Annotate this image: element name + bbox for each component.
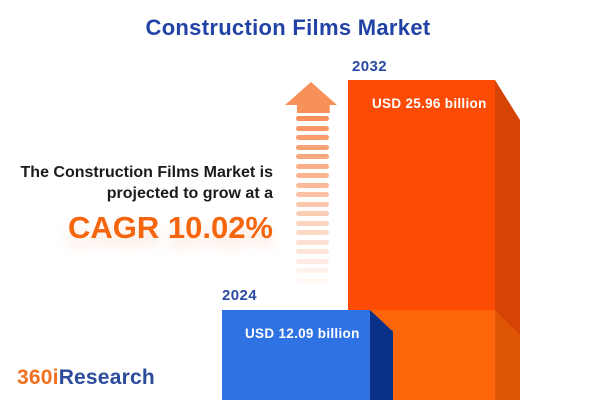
logo-part-360i: 360i (17, 366, 59, 389)
annotation-line-1: The Construction Films Market is (20, 164, 273, 181)
arrow-dash (296, 154, 329, 159)
arrow-dash (296, 192, 329, 197)
arrow-dash (296, 230, 329, 235)
bar-2024: USD 12.09 billion (222, 310, 393, 400)
logo-part-research: Research (58, 366, 155, 389)
growth-annotation: The Construction Films Market is project… (21, 162, 273, 246)
arrow-head (285, 82, 337, 113)
arrow-dash (296, 135, 329, 140)
cagr-value: CAGR 10.02% (67, 210, 273, 245)
arrow-dash (296, 277, 329, 283)
arrow-dash (296, 220, 329, 226)
bar-2024-side-bevel (370, 310, 393, 400)
arrow-dash (296, 144, 329, 150)
page-title: Construction Films Market (145, 15, 431, 40)
value-label-2024: USD 12.09 billion (245, 326, 360, 341)
arrow-dash (296, 163, 329, 169)
arrow-dash (296, 201, 329, 207)
arrow-dash (296, 182, 329, 188)
arrow-dash (296, 258, 329, 264)
logo-360iresearch: 360iResearch (17, 366, 155, 390)
arrow-dash (296, 211, 329, 216)
arrow-dash (296, 125, 329, 131)
arrow-dash (296, 116, 329, 121)
arrow-dash (296, 239, 329, 245)
arrow-shaft (296, 116, 329, 287)
year-label-2032: 2032 (352, 58, 387, 75)
bar-2024-face (222, 310, 370, 400)
arrow-dash (296, 249, 329, 254)
arrow-dash (296, 268, 329, 273)
year-label-2024: 2024 (222, 287, 257, 304)
arrow-dash (296, 173, 329, 178)
value-label-2032: USD 25.96 billion (372, 96, 487, 111)
annotation-line-2: projected to grow at a (106, 185, 273, 202)
